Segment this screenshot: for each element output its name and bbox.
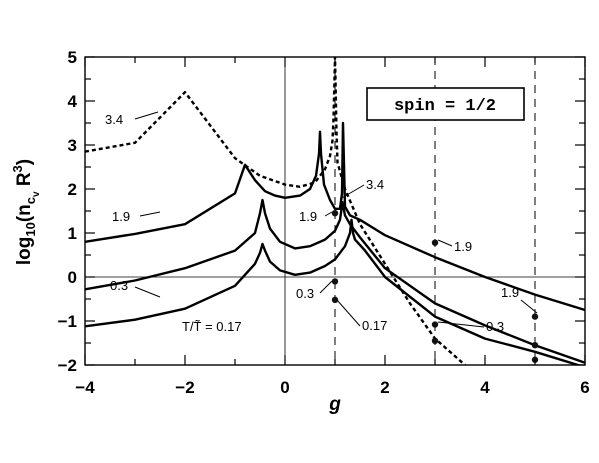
annotation-label: 1.9 <box>299 209 317 224</box>
annotation-label: 3.4 <box>366 177 384 192</box>
annotation-leader <box>437 321 485 328</box>
annotation-label: 1.9 <box>454 239 472 254</box>
y-tick-label: 5 <box>68 48 77 67</box>
y-tick-label: 1 <box>68 224 77 243</box>
y-axis-title: log10(ncv R3) <box>10 159 42 265</box>
data-point <box>431 321 439 328</box>
y-axis-title-close: ) <box>14 159 35 165</box>
y-axis-title-main: log <box>14 237 35 266</box>
y-tick-label: −1 <box>58 312 77 331</box>
y-tick-label: −2 <box>58 356 77 375</box>
annotation-label: 0.17 <box>362 318 387 333</box>
data-point <box>331 296 339 304</box>
x-tick-label: −4 <box>75 378 95 397</box>
legend-box: spin = 1/2 <box>366 87 525 121</box>
series-line <box>85 198 585 364</box>
data-point <box>431 337 439 344</box>
data-point <box>331 278 339 285</box>
annotation-label: T/T̃ = 0.17 <box>182 319 242 334</box>
data-point <box>331 210 339 217</box>
series-line <box>85 121 585 312</box>
y-axis-title-rest: (n <box>14 204 35 222</box>
data-point <box>531 342 539 349</box>
y-tick-label: 3 <box>68 136 77 155</box>
x-tick-label: −2 <box>175 378 194 397</box>
annotation-leader <box>520 299 538 314</box>
y-axis-title-exp: 3 <box>10 165 25 172</box>
annotation-leader <box>437 239 453 247</box>
data-point <box>531 313 539 320</box>
y-axis-title-R: R <box>14 172 35 191</box>
annotation-label: 1.9 <box>501 285 519 300</box>
x-tick-label: 4 <box>480 378 490 397</box>
y-axis-title-v: v <box>31 191 42 197</box>
annotation-label: 0.3 <box>296 286 314 301</box>
annotation-leader <box>336 299 361 327</box>
x-axis-title: g <box>328 394 341 415</box>
series-line <box>85 218 582 365</box>
y-tick-label: 4 <box>68 92 78 111</box>
y-axis-title-c: c <box>23 197 38 204</box>
series-line <box>85 57 466 365</box>
annotation-label: 0.3 <box>110 278 128 293</box>
annotation-leader <box>134 286 161 298</box>
y-tick-label: 0 <box>68 268 77 287</box>
annotation-leader <box>139 211 161 217</box>
markers <box>331 210 539 363</box>
annotation-leader <box>319 280 333 294</box>
x-tick-label: 6 <box>580 378 589 397</box>
ticks <box>84 56 586 366</box>
annotation-leader <box>339 184 365 200</box>
x-tick-label: 0 <box>280 378 289 397</box>
y-tick-label: 2 <box>68 180 77 199</box>
annotations: 3.4 1.9 0.3 T/T̃ = 0.17 1.9 3.4 0.3 0.17 1.9 0.3 1… <box>105 111 538 334</box>
data-point <box>431 239 439 246</box>
annotation-leader <box>134 111 159 120</box>
tick-labels: −4 −2 0 2 4 6 −2 −1 0 1 2 3 4 5 <box>58 48 590 397</box>
annotation-label: 1.9 <box>112 209 130 224</box>
series-lines <box>85 57 585 365</box>
x-tick-label: 2 <box>380 378 389 397</box>
annotation-label: 3.4 <box>105 112 123 127</box>
y-axis-title-sub: 10 <box>23 222 38 236</box>
annotation-leader <box>324 211 333 217</box>
legend-box-label: spin = 1/2 <box>394 97 496 116</box>
annotation-label: 0.3 <box>486 319 504 334</box>
